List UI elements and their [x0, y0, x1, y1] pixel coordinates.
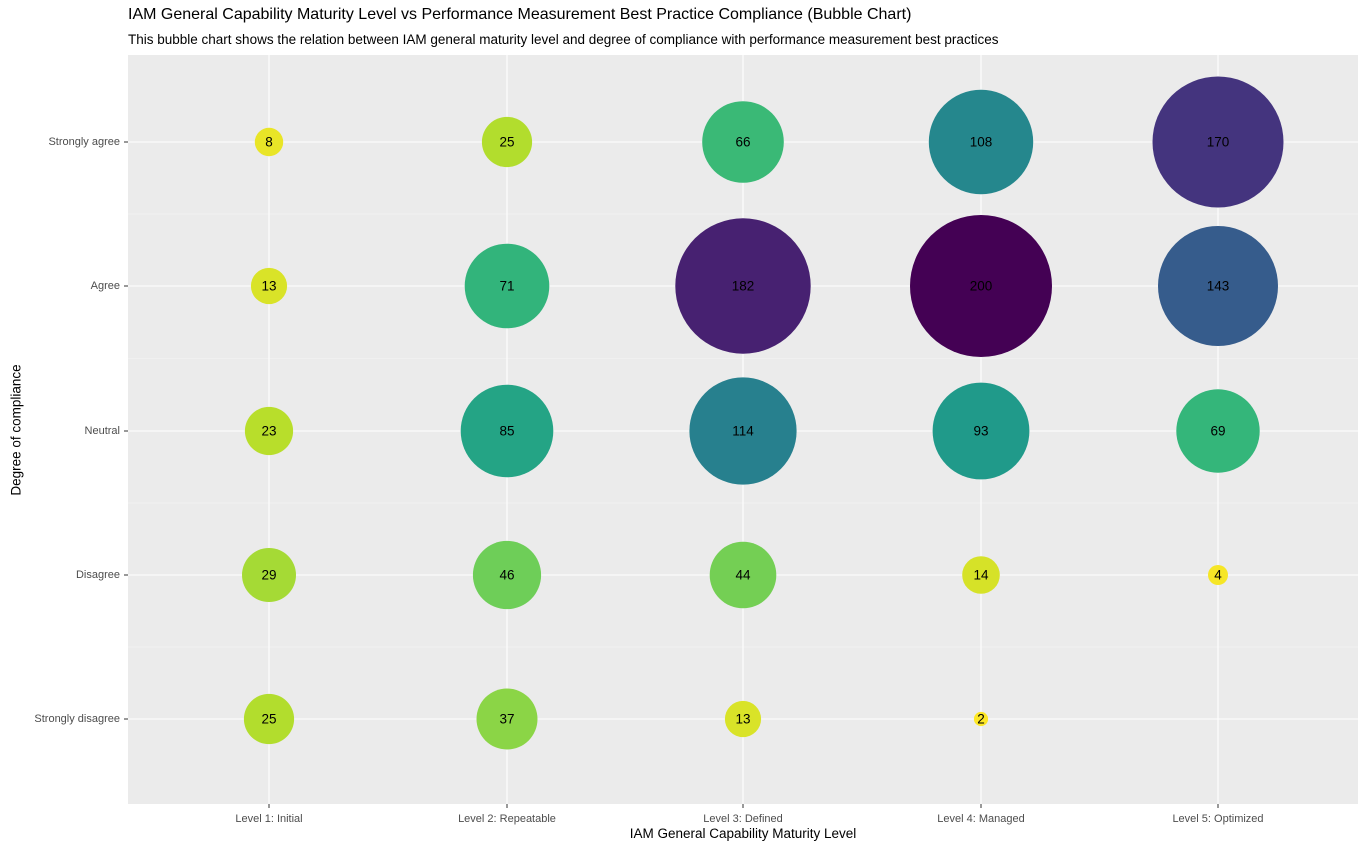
data-label: 69: [1210, 424, 1225, 439]
data-label: 29: [261, 568, 276, 583]
y-tick-label: Agree: [91, 280, 120, 292]
y-tick-label: Strongly agree: [48, 136, 120, 148]
bubble: [242, 548, 296, 602]
data-label: 170: [1207, 135, 1230, 150]
x-tick-label: Level 1: Initial: [235, 813, 302, 825]
bubbles: [242, 76, 1284, 750]
data-label: 2: [977, 712, 985, 727]
data-label: 23: [261, 424, 276, 439]
data-label: 8: [265, 135, 273, 150]
data-label: 37: [499, 712, 514, 727]
bubble: [476, 688, 538, 750]
data-label: 108: [970, 135, 993, 150]
x-tick-label: Level 2: Repeatable: [458, 813, 556, 825]
y-tick-label: Neutral: [85, 425, 120, 437]
chart-subtitle: This bubble chart shows the relation bet…: [128, 32, 999, 47]
data-label: 25: [261, 712, 276, 727]
x-tick-label: Level 3: Defined: [703, 813, 783, 825]
data-label: 44: [735, 568, 751, 583]
bubble: [973, 711, 989, 727]
bubble: [254, 127, 284, 157]
bubble: [244, 406, 294, 456]
x-axis-title: IAM General Capability Maturity Level: [629, 826, 857, 841]
bubble: [464, 243, 550, 329]
y-tick-label: Strongly disagree: [34, 713, 120, 725]
chart-title: IAM General Capability Maturity Level vs…: [128, 6, 912, 23]
bubble: [1158, 226, 1278, 346]
x-tick-label: Level 4: Managed: [937, 813, 1024, 825]
bubble: [1152, 76, 1284, 208]
data-label: 71: [499, 279, 514, 294]
data-label: 13: [261, 279, 276, 294]
bubble: [709, 541, 777, 609]
data-label: 4: [1214, 568, 1222, 583]
data-label: 85: [499, 424, 514, 439]
data-label: 13: [735, 712, 750, 727]
bubble: [460, 384, 554, 478]
bubble: [1208, 565, 1228, 585]
data-labels: 8 13 23 29 25 25 71 85 46 37 66 182 114 44 13 108 200 93 1…: [261, 135, 1229, 727]
y-axis-title: Degree of compliance: [8, 364, 24, 496]
x-tick-label: Level 5: Optimized: [1172, 813, 1263, 825]
bubble: [910, 215, 1052, 357]
x-axis: Level 1: Initial Level 2: Repeatable Level…: [235, 804, 1264, 825]
bubble: [689, 377, 797, 485]
bubble: [962, 556, 1000, 594]
data-label: 46: [499, 568, 514, 583]
bubble: [1176, 389, 1260, 473]
bubble: [675, 218, 811, 354]
bubble: [702, 101, 784, 183]
y-tick-label: Disagree: [76, 569, 120, 581]
y-axis: Strongly agree Agree Neutral Disagree Strong…: [34, 136, 128, 725]
bubble: [928, 89, 1034, 195]
data-label: 66: [735, 135, 750, 150]
data-label: 182: [732, 279, 755, 294]
data-label: 114: [732, 424, 754, 439]
bubble: [472, 540, 542, 610]
data-label: 14: [973, 568, 989, 583]
bubble: [724, 700, 762, 738]
bubble: [243, 693, 295, 745]
data-label: 143: [1207, 279, 1230, 294]
bubble: [250, 267, 288, 305]
data-label: 200: [970, 279, 993, 294]
bubble: [481, 116, 533, 168]
data-label: 25: [499, 135, 514, 150]
data-label: 93: [973, 424, 988, 439]
bubble: [932, 382, 1030, 480]
